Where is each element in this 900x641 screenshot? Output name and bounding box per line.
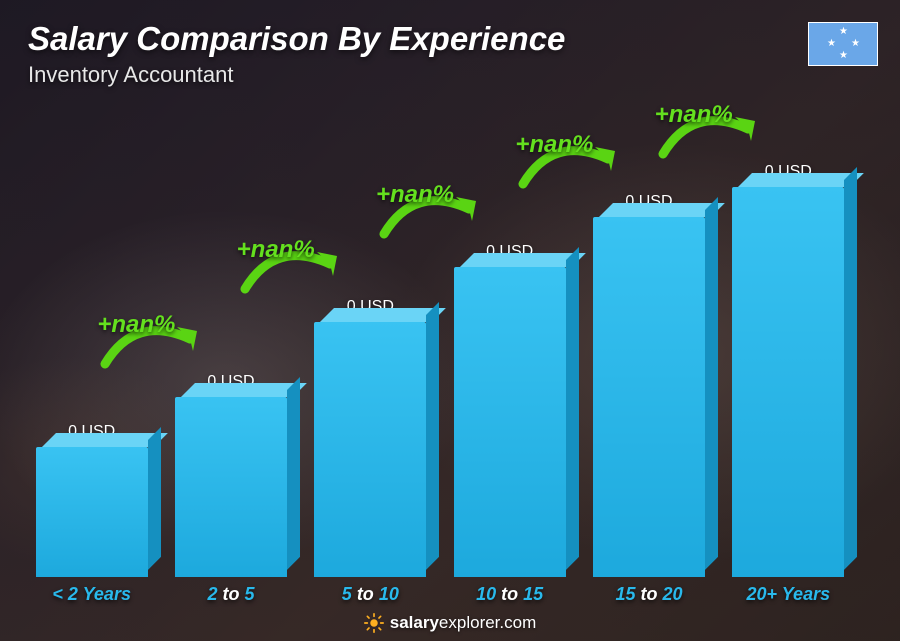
bar-group: +nan%0 USD — [725, 97, 852, 577]
country-flag-icon: ★ ★ ★ ★ — [808, 22, 878, 66]
bar-group: +nan%0 USD — [585, 97, 712, 577]
bar — [175, 397, 287, 577]
chart-container: Salary Comparison By Experience Inventor… — [0, 0, 900, 641]
percent-increase-label: +nan% — [237, 236, 315, 264]
x-axis-category-label: 2 to 5 — [167, 584, 294, 605]
x-axis-category-label: 15 to 20 — [585, 584, 712, 605]
x-axis-category-label: 10 to 15 — [446, 584, 573, 605]
bar-group: +nan%0 USD — [446, 97, 573, 577]
bar — [36, 447, 148, 577]
bar — [732, 187, 844, 577]
bar-group: +nan%0 USD — [167, 97, 294, 577]
percent-increase-label: +nan% — [515, 131, 593, 159]
footer-text: salaryexplorer.com — [390, 613, 537, 633]
percent-increase-label: +nan% — [97, 311, 175, 339]
bar-chart: 0 USD+nan%0 USD+nan%0 USD+nan%0 USD+nan%… — [28, 97, 852, 577]
x-axis-category-label: 20+ Years — [725, 584, 852, 605]
percent-increase-label: +nan% — [655, 101, 733, 129]
x-axis-category-label: < 2 Years — [28, 584, 155, 605]
bar — [314, 322, 426, 577]
bar — [593, 217, 705, 577]
footer-attribution: salaryexplorer.com — [0, 613, 900, 633]
chart-subtitle: Inventory Accountant — [28, 62, 233, 88]
chart-title: Salary Comparison By Experience — [28, 20, 565, 58]
x-axis-labels: < 2 Years 2 to 5 5 to 10 10 to 15 15 to 20 20… — [28, 584, 852, 605]
bar-group: +nan%0 USD — [307, 97, 434, 577]
percent-increase-label: +nan% — [376, 181, 454, 209]
logo-icon — [364, 613, 384, 633]
bar — [454, 267, 566, 577]
x-axis-category-label: 5 to 10 — [307, 584, 434, 605]
